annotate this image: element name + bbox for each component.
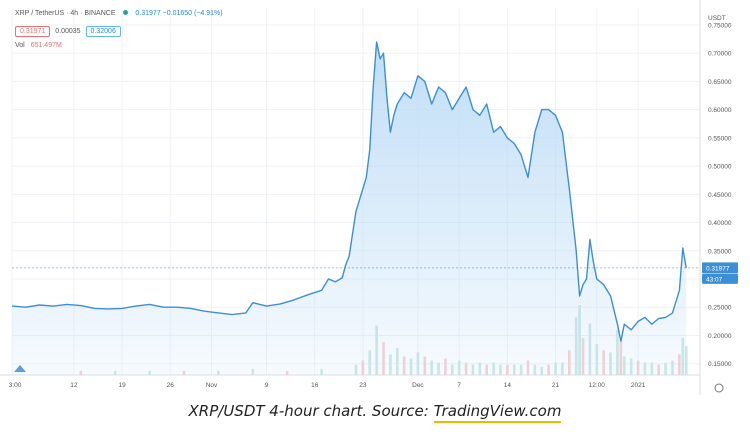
- y-tick-label: 0.70000: [708, 51, 732, 58]
- x-tick-label: 16: [311, 382, 319, 389]
- status-dot-icon: [123, 10, 129, 15]
- x-tick-label: 19: [118, 382, 126, 389]
- y-tick-label: 0.40000: [708, 220, 732, 227]
- x-tick-label: 23: [359, 382, 367, 389]
- price-line[interactable]: [11, 41, 687, 342]
- x-tick-label: 26: [167, 382, 175, 389]
- x-tick-label: 21: [552, 382, 560, 389]
- chart-header: XRP / TetherUS · 4h · BINANCE 0.31977 −0…: [15, 10, 223, 17]
- currency-label: USDT: [708, 15, 726, 22]
- last-price-tag: [702, 262, 738, 274]
- price-chart[interactable]: 0.150000.200000.250000.300000.350000.400…: [0, 0, 750, 400]
- countdown-label: 43:07: [706, 276, 723, 283]
- caption-prefix: XRP/USDT 4-hour chart. Source:: [188, 402, 434, 420]
- y-tick-label: 0.55000: [708, 135, 732, 142]
- last-price-label: 0.31977: [706, 265, 730, 272]
- price-change: 0.31977 −0.01650 (−4.91%): [135, 10, 223, 17]
- y-tick-label: 0.75000: [708, 22, 732, 29]
- volume-bar: [684, 346, 688, 375]
- y-tick-label: 0.60000: [708, 107, 732, 114]
- caption-source-link[interactable]: TradingView.com: [433, 402, 562, 423]
- price-area: [12, 41, 687, 376]
- countdown-tag: [702, 273, 738, 284]
- y-tick-label: 0.20000: [708, 333, 732, 340]
- vol-label: Vol: [15, 42, 25, 49]
- scroll-left-icon[interactable]: [14, 365, 26, 372]
- x-tick-label: 9: [265, 382, 269, 389]
- y-tick-label: 0.35000: [708, 248, 732, 255]
- y-tick-label: 0.15000: [708, 361, 732, 368]
- bid-button[interactable]: 0.31971: [15, 26, 51, 37]
- x-tick-label: Dec: [412, 382, 424, 389]
- spread-value: 0.00035: [55, 28, 81, 35]
- y-tick-label: 0.45000: [708, 192, 732, 199]
- y-tick-label: 0.25000: [708, 305, 732, 312]
- quote-row: 0.31971 0.00035 0.32006: [15, 26, 124, 37]
- chart-settings-icon[interactable]: [714, 383, 724, 393]
- x-tick-label: 3:00: [9, 382, 22, 389]
- ask-button[interactable]: 0.32006: [85, 26, 121, 37]
- x-tick-label: 7: [457, 382, 461, 389]
- symbol-line: XRP / TetherUS · 4h · BINANCE: [15, 10, 116, 17]
- x-tick-label: 2021: [631, 382, 646, 389]
- y-tick-label: 0.50000: [708, 164, 732, 171]
- x-tick-label: 12:00: [589, 382, 606, 389]
- chart-caption: XRP/USDT 4-hour chart. Source: TradingVi…: [0, 402, 750, 423]
- volume-legend: Vol 651.497M: [15, 42, 62, 49]
- x-tick-label: 12: [70, 382, 78, 389]
- x-tick-label: Nov: [206, 382, 218, 389]
- y-tick-label: 0.65000: [708, 79, 732, 86]
- x-tick-label: 14: [504, 382, 512, 389]
- vol-value: 651.497M: [30, 42, 62, 49]
